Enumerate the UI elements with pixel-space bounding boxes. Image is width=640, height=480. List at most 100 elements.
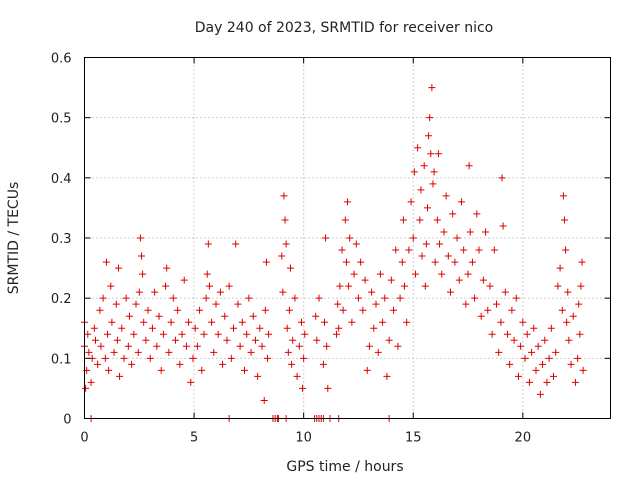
data-point <box>221 312 229 320</box>
data-point <box>178 330 186 338</box>
data-point <box>157 366 165 374</box>
data-point <box>440 228 448 236</box>
data-point <box>416 216 424 224</box>
data-point <box>251 336 259 344</box>
data-point <box>398 258 406 266</box>
data-point <box>431 258 439 266</box>
data-point <box>578 258 586 266</box>
data-point <box>508 306 516 314</box>
data-point <box>322 234 330 242</box>
data-point <box>383 372 391 380</box>
data-point <box>409 234 417 242</box>
y-tick-label: 0.4 <box>51 172 72 187</box>
data-point <box>466 228 474 236</box>
data-point <box>453 234 461 242</box>
data-point <box>342 258 350 266</box>
data-point <box>174 306 182 314</box>
data-point <box>482 228 490 236</box>
data-point <box>128 360 136 368</box>
data-point <box>139 270 147 278</box>
data-point <box>550 372 558 380</box>
data-point <box>471 294 479 302</box>
data-point <box>503 330 511 338</box>
data-point <box>116 372 124 380</box>
data-point <box>577 282 585 290</box>
data-point <box>148 324 156 332</box>
data-point <box>552 348 560 356</box>
data-point <box>506 360 514 368</box>
data-point <box>525 378 533 386</box>
data-point <box>497 318 505 326</box>
data-point <box>261 306 269 314</box>
data-point <box>136 234 144 242</box>
data-point <box>238 318 246 326</box>
data-point <box>159 330 167 338</box>
data-point <box>421 282 429 290</box>
data-point <box>191 324 199 332</box>
x-axis-label: GPS time / hours <box>286 459 403 475</box>
data-point <box>122 294 130 302</box>
data-point <box>420 162 428 170</box>
data-point <box>462 300 470 308</box>
y-tick-label: 0.6 <box>51 52 72 67</box>
data-point <box>423 204 431 212</box>
data-point <box>94 360 102 368</box>
data-point <box>240 366 248 374</box>
data-point <box>394 342 402 350</box>
data-point <box>167 318 175 326</box>
data-point <box>530 324 538 332</box>
data-point <box>313 336 321 344</box>
data-point <box>265 330 273 338</box>
y-tick-label: 0.2 <box>51 292 72 307</box>
data-point <box>543 378 551 386</box>
data-point <box>348 318 356 326</box>
data-point <box>399 216 407 224</box>
data-point <box>90 324 98 332</box>
data-point <box>196 306 204 314</box>
data-point <box>85 348 93 356</box>
data-point <box>204 240 212 248</box>
data-point <box>523 330 531 338</box>
data-point <box>155 312 163 320</box>
y-tick-label: 0.5 <box>51 112 72 127</box>
data-point <box>532 366 540 374</box>
data-point <box>403 318 411 326</box>
data-point <box>528 348 536 356</box>
data-point <box>107 282 115 290</box>
data-point <box>135 288 143 296</box>
data-point <box>359 306 367 314</box>
data-point <box>430 168 438 176</box>
y-axis-label: SRMTID / TECUs <box>6 182 22 295</box>
data-point <box>84 330 92 338</box>
data-point <box>405 246 413 254</box>
data-point <box>236 342 244 350</box>
data-point <box>339 306 347 314</box>
data-point <box>315 294 323 302</box>
data-point <box>517 342 525 350</box>
data-point <box>447 288 455 296</box>
x-tick-label: 10 <box>295 431 312 446</box>
data-point <box>565 336 573 344</box>
data-point <box>284 348 292 356</box>
data-point <box>346 234 354 242</box>
data-point <box>202 294 210 302</box>
data-point <box>293 372 301 380</box>
data-point <box>560 216 568 224</box>
data-point <box>227 354 235 362</box>
data-point <box>558 306 566 314</box>
data-point <box>418 252 426 260</box>
data-point <box>365 342 373 350</box>
data-point <box>312 312 320 320</box>
data-point <box>291 294 299 302</box>
data-point <box>370 324 378 332</box>
data-point <box>411 270 419 278</box>
data-point <box>498 174 506 182</box>
data-point <box>372 300 380 308</box>
data-point <box>153 342 161 350</box>
data-point <box>488 330 496 338</box>
data-point <box>562 246 570 254</box>
data-point <box>104 330 112 338</box>
data-point <box>556 264 564 272</box>
data-point <box>288 360 296 368</box>
data-point <box>193 342 201 350</box>
